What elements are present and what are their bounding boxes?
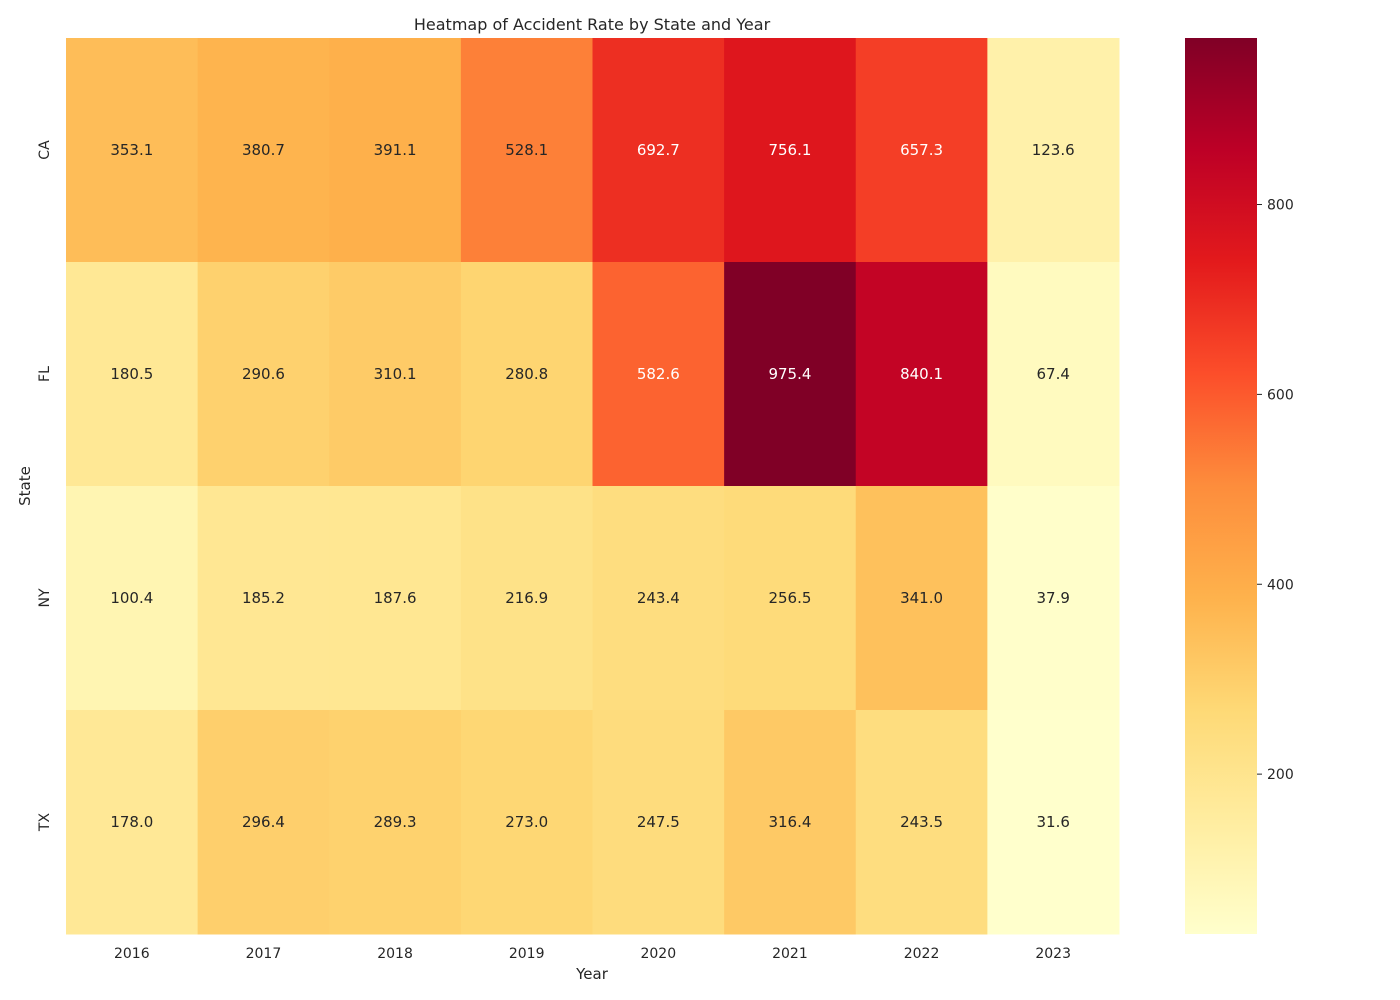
cell-value-label: 353.1 bbox=[110, 141, 153, 159]
colorbar-tick-label-800: 800 bbox=[1267, 198, 1294, 214]
cell-value-label: 582.6 bbox=[637, 365, 680, 383]
x-tick-label-2019: 2019 bbox=[509, 946, 545, 962]
cell-value-label: 290.6 bbox=[242, 365, 285, 383]
cell-value-label: 67.4 bbox=[1036, 365, 1069, 383]
heatmap-cell-CA-2019 bbox=[460, 38, 593, 263]
heatmap-cell-CA-2022 bbox=[855, 38, 988, 263]
cell-value-label: 243.5 bbox=[900, 813, 943, 831]
colorbar bbox=[1185, 38, 1257, 934]
heatmap-cell-NY-2020 bbox=[592, 486, 725, 711]
cell-value-label: 256.5 bbox=[768, 589, 811, 607]
colorbar-tick-label-600: 600 bbox=[1267, 387, 1294, 403]
heatmap-cell-TX-2019 bbox=[460, 710, 593, 935]
heatmap-cell-TX-2016 bbox=[66, 710, 199, 935]
colorbar-tick-label-400: 400 bbox=[1267, 577, 1294, 593]
cell-value-label: 247.5 bbox=[637, 813, 680, 831]
cell-value-label: 273.0 bbox=[505, 813, 548, 831]
y-tick-label-NY: NY bbox=[37, 588, 53, 607]
colorbar-ticks: 200 400 600 800 bbox=[1257, 198, 1294, 783]
y-tick-labels: CA FL NY TX bbox=[37, 140, 53, 832]
cell-value-label: 756.1 bbox=[768, 141, 811, 159]
cell-value-label: 341.0 bbox=[900, 589, 943, 607]
heatmap-cell-NY-2017 bbox=[197, 486, 330, 711]
cell-value-label: 178.0 bbox=[110, 813, 153, 831]
heatmap-cell-FL-2019 bbox=[460, 262, 593, 487]
x-tick-labels: 2016 2017 2018 2019 2020 2021 2022 2023 bbox=[114, 946, 1071, 962]
colorbar-tick-label-200: 200 bbox=[1267, 767, 1294, 783]
cell-value-label: 380.7 bbox=[242, 141, 285, 159]
cell-value-label: 100.4 bbox=[110, 589, 153, 607]
heatmap-cell-CA-2017 bbox=[197, 38, 330, 263]
heatmap-cell-NY-2023 bbox=[987, 486, 1120, 711]
cell-value-label: 692.7 bbox=[637, 141, 680, 159]
y-tick-label-FL: FL bbox=[37, 366, 53, 382]
x-tick-label-2020: 2020 bbox=[640, 946, 676, 962]
x-tick-label-2021: 2021 bbox=[772, 946, 808, 962]
heatmap-cell-CA-2016 bbox=[66, 38, 199, 263]
heatmap-cell-NY-2021 bbox=[724, 486, 857, 711]
heatmap-cell-CA-2021 bbox=[724, 38, 857, 263]
y-tick-label-TX: TX bbox=[37, 813, 53, 833]
cell-value-label: 185.2 bbox=[242, 589, 285, 607]
cell-value-label: 31.6 bbox=[1036, 813, 1069, 831]
cell-value-label: 975.4 bbox=[768, 365, 811, 383]
x-axis-label: Year bbox=[575, 965, 609, 983]
chart-title: Heatmap of Accident Rate by State and Ye… bbox=[414, 15, 771, 34]
heatmap-cell-TX-2023 bbox=[987, 710, 1120, 935]
heatmap-cell-NY-2016 bbox=[66, 486, 199, 711]
cell-value-label: 180.5 bbox=[110, 365, 153, 383]
heatmap-cell-TX-2020 bbox=[592, 710, 725, 935]
cell-value-label: 289.3 bbox=[374, 813, 417, 831]
x-tick-label-2022: 2022 bbox=[904, 946, 940, 962]
heatmap-cell-FL-2020 bbox=[592, 262, 725, 487]
cell-value-label: 310.1 bbox=[374, 365, 417, 383]
heatmap-cell-NY-2022 bbox=[855, 486, 988, 711]
heatmap-cell-CA-2020 bbox=[592, 38, 725, 263]
heatmap-cell-TX-2017 bbox=[197, 710, 330, 935]
heatmap-cell-FL-2021 bbox=[724, 262, 857, 487]
cell-value-label: 391.1 bbox=[374, 141, 417, 159]
y-axis-label: State bbox=[16, 466, 34, 506]
heatmap-cell-FL-2018 bbox=[329, 262, 462, 487]
heatmap-cell-TX-2022 bbox=[855, 710, 988, 935]
heatmap-cell-NY-2018 bbox=[329, 486, 462, 711]
cell-value-label: 316.4 bbox=[768, 813, 811, 831]
x-tick-label-2023: 2023 bbox=[1035, 946, 1071, 962]
heatmap-cell-FL-2016 bbox=[66, 262, 199, 487]
cell-value-label: 657.3 bbox=[900, 141, 943, 159]
cell-value-label: 243.4 bbox=[637, 589, 680, 607]
cell-value-label: 123.6 bbox=[1032, 141, 1075, 159]
cell-value-label: 216.9 bbox=[505, 589, 548, 607]
heatmap-cell-labels: 353.1 380.7 391.1 528.1 692.7 756.1 657.3 123.6… bbox=[110, 141, 1074, 831]
heatmap-cell-TX-2021 bbox=[724, 710, 857, 935]
cell-value-label: 280.8 bbox=[505, 365, 548, 383]
cell-value-label: 840.1 bbox=[900, 365, 943, 383]
cell-value-label: 187.6 bbox=[374, 589, 417, 607]
x-tick-label-2017: 2017 bbox=[246, 946, 282, 962]
heatmap-cell-CA-2023 bbox=[987, 38, 1120, 263]
cell-value-label: 296.4 bbox=[242, 813, 285, 831]
heatmap-cell-FL-2017 bbox=[197, 262, 330, 487]
y-tick-label-CA: CA bbox=[37, 140, 53, 160]
heatmap-cell-FL-2023 bbox=[987, 262, 1120, 487]
cell-value-label: 528.1 bbox=[505, 141, 548, 159]
cell-value-label: 37.9 bbox=[1036, 589, 1069, 607]
heatmap-cell-CA-2018 bbox=[329, 38, 462, 263]
heatmap-cell-FL-2022 bbox=[855, 262, 988, 487]
heatmap-cell-TX-2018 bbox=[329, 710, 462, 935]
x-tick-label-2018: 2018 bbox=[377, 946, 413, 962]
heatmap-cell-NY-2019 bbox=[460, 486, 593, 711]
heatmap-cells bbox=[66, 38, 1120, 935]
x-tick-label-2016: 2016 bbox=[114, 946, 150, 962]
